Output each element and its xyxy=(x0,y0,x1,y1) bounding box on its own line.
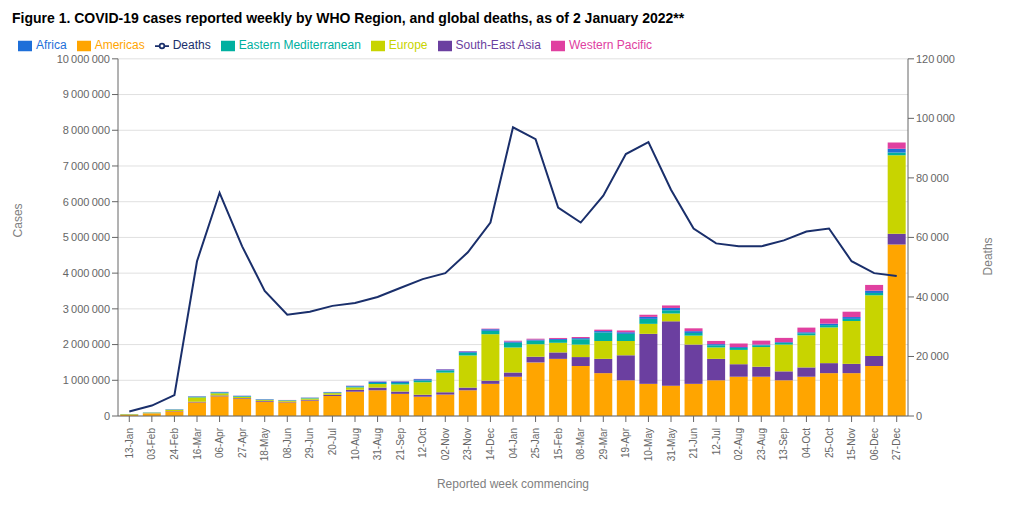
html-text:Eastern Mediterranean: Eastern Mediterranean xyxy=(238,38,361,52)
svg-text:02-Aug: 02-Aug xyxy=(733,428,744,460)
svg-text:0: 0 xyxy=(104,410,110,422)
svg-text:12-Jul: 12-Jul xyxy=(711,428,722,455)
svg-text:04-Oct: 04-Oct xyxy=(801,428,812,458)
svg-text:3 000 000: 3 000 000 xyxy=(63,303,110,315)
svg-text:29-Mar: 29-Mar xyxy=(598,427,609,459)
html-text:Figure 1. COVID-19 cases repor: Figure 1. COVID-19 cases reported weekly… xyxy=(12,10,685,26)
svg-text:1 000 000: 1 000 000 xyxy=(63,374,110,386)
svg-text:Deaths: Deaths xyxy=(981,237,995,275)
svg-text:6 000 000: 6 000 000 xyxy=(63,196,110,208)
html-text:Western Pacific: Western Pacific xyxy=(568,38,652,52)
svg-text:27-Apr: 27-Apr xyxy=(237,427,248,458)
svg-text:24-Feb: 24-Feb xyxy=(169,428,180,460)
html-text:Deaths: Deaths xyxy=(172,38,211,52)
html-text:Europe: Europe xyxy=(388,38,428,52)
svg-text:27-Dec: 27-Dec xyxy=(891,428,902,460)
svg-text:16-Mar: 16-Mar xyxy=(192,427,203,459)
svg-text:80 000: 80 000 xyxy=(916,172,949,184)
svg-text:19-Apr: 19-Apr xyxy=(620,427,631,458)
svg-text:21-Jun: 21-Jun xyxy=(688,428,699,459)
svg-text:13-Jan: 13-Jan xyxy=(124,428,135,459)
svg-text:31-Aug: 31-Aug xyxy=(372,428,383,460)
svg-text:8 000 000: 8 000 000 xyxy=(63,124,110,136)
svg-text:40 000: 40 000 xyxy=(916,291,949,303)
svg-text:60 000: 60 000 xyxy=(916,231,949,243)
svg-text:0: 0 xyxy=(916,410,922,422)
html-text:Americas: Americas xyxy=(94,38,145,52)
svg-text:15-Feb: 15-Feb xyxy=(553,428,564,460)
svg-text:13-Sep: 13-Sep xyxy=(778,428,789,461)
svg-text:23-Nov: 23-Nov xyxy=(462,428,473,460)
svg-text:5 000 000: 5 000 000 xyxy=(63,231,110,243)
svg-text:21-Sep: 21-Sep xyxy=(395,428,406,461)
svg-text:20 000: 20 000 xyxy=(916,350,949,362)
svg-text:04-Jan: 04-Jan xyxy=(508,428,519,459)
html-text:South-East Asia: South-East Asia xyxy=(455,38,541,52)
svg-text:31-May: 31-May xyxy=(666,428,677,461)
svg-text:Reported week commencing: Reported week commencing xyxy=(437,477,589,491)
svg-text:9 000 000: 9 000 000 xyxy=(63,88,110,100)
svg-text:4 000 000: 4 000 000 xyxy=(63,267,110,279)
svg-text:10 000 000: 10 000 000 xyxy=(57,53,110,65)
svg-text:06-Apr: 06-Apr xyxy=(214,427,225,458)
svg-text:03-Feb: 03-Feb xyxy=(146,428,157,460)
svg-text:08-Mar: 08-Mar xyxy=(575,427,586,459)
svg-text:2 000 000: 2 000 000 xyxy=(63,338,110,350)
svg-text:10-Aug: 10-Aug xyxy=(350,428,361,460)
svg-text:06-Dec: 06-Dec xyxy=(869,428,880,460)
svg-text:18-May: 18-May xyxy=(259,428,270,461)
svg-text:Cases: Cases xyxy=(11,203,25,237)
svg-text:10-May: 10-May xyxy=(643,428,654,461)
svg-text:25-Jan: 25-Jan xyxy=(530,428,541,459)
svg-text:120 000: 120 000 xyxy=(916,53,955,65)
svg-text:29-Jun: 29-Jun xyxy=(304,428,315,459)
svg-text:02-Nov: 02-Nov xyxy=(440,428,451,460)
svg-text:08-Jun: 08-Jun xyxy=(282,428,293,459)
svg-text:7 000 000: 7 000 000 xyxy=(63,160,110,172)
svg-text:14-Dec: 14-Dec xyxy=(485,428,496,460)
svg-text:12-Oct: 12-Oct xyxy=(417,428,428,458)
html-text:Africa: Africa xyxy=(36,38,67,52)
svg-text:15-Nov: 15-Nov xyxy=(846,428,857,460)
svg-text:20-Jul: 20-Jul xyxy=(327,428,338,455)
svg-text:23-Aug: 23-Aug xyxy=(756,428,767,460)
svg-text:100 000: 100 000 xyxy=(916,112,955,124)
svg-text:25-Oct: 25-Oct xyxy=(824,428,835,458)
